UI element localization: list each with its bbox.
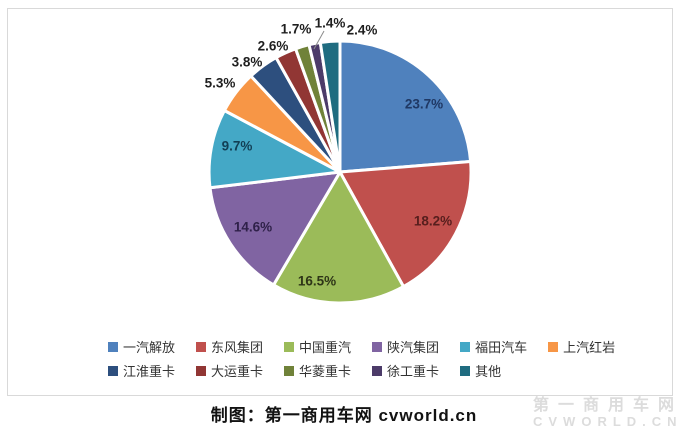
legend-swatch-icon [284,341,295,352]
legend-label: 江淮重卡 [123,364,176,379]
pie-slice-3 [208,170,342,287]
data-label-3: 14.6% [234,220,272,235]
legend-label: 东风集团 [211,340,264,355]
legend-label: 华菱重卡 [299,364,352,379]
data-label-7: 2.6% [258,39,289,54]
legend-item-4: 福田汽车 [460,337,527,356]
data-label-6: 3.8% [232,55,263,70]
legend-swatch-icon [196,341,207,352]
data-label-8: 1.7% [281,22,312,37]
pie-slice-10 [318,39,342,174]
legend-swatch-icon [372,341,383,352]
legend-label: 福田汽车 [475,340,528,355]
data-label-2: 16.5% [298,274,336,289]
legend-swatch-icon [108,365,118,376]
pie-slice-2 [272,170,405,305]
data-label-10: 2.4% [347,23,378,38]
watermark-site-url: CVWORLD.CN [533,414,683,429]
legend-item-5: 上汽红岩 [548,337,615,356]
legend-item-6: 江淮重卡 [108,361,175,380]
legend-swatch-icon [284,365,295,376]
legend-label: 大运重卡 [211,364,264,379]
legend-row-2: 江淮重卡 大运重卡 华菱重卡 徐工重卡 其他 [108,361,615,380]
caption: 制图：第一商用车网 cvworld.cn [210,406,478,425]
data-label-0: 23.7% [405,97,443,112]
watermark: 第一商用车网 CVWORLD.CN [533,398,688,430]
watermark-site-name: 第一商用车网 [533,397,684,414]
legend-label: 中国重汽 [299,340,352,355]
legend-label: 陕汽集团 [387,340,440,355]
legend-swatch-icon [196,365,207,376]
legend-item-10: 其他 [460,361,501,380]
legend-item-9: 徐工重卡 [372,361,439,380]
legend: 一汽解放 东风集团 中国重汽 陕汽集团 福田汽车 上汽红岩江淮重卡 大运重卡 华菱重卡 徐工重卡… [108,337,615,380]
legend-item-3: 陕汽集团 [372,337,439,356]
legend-row-1: 一汽解放 东风集团 中国重汽 陕汽集团 福田汽车 上汽红岩 [108,337,615,356]
label-leader-line [313,30,325,50]
legend-swatch-icon [372,365,383,376]
pie-slice-1 [338,160,473,289]
legend-item-2: 中国重汽 [284,337,351,356]
pie-slice-0 [338,39,473,174]
data-label-1: 18.2% [414,214,452,229]
legend-label: 上汽红岩 [563,340,616,355]
legend-swatch-icon [548,341,559,352]
legend-item-7: 大运重卡 [196,361,263,380]
legend-swatch-icon [108,341,118,352]
legend-label: 一汽解放 [123,340,176,355]
legend-item-0: 一汽解放 [108,337,175,356]
data-label-4: 9.7% [222,139,253,154]
legend-label: 其他 [475,364,502,379]
legend-item-8: 华菱重卡 [284,361,351,380]
legend-swatch-icon [460,365,471,376]
data-label-9: 1.4% [315,16,346,31]
legend-swatch-icon [460,341,471,352]
legend-item-1: 东风集团 [196,337,263,356]
data-label-5: 5.3% [205,76,236,91]
legend-label: 徐工重卡 [387,364,440,379]
pie-slice-4 [207,109,342,190]
